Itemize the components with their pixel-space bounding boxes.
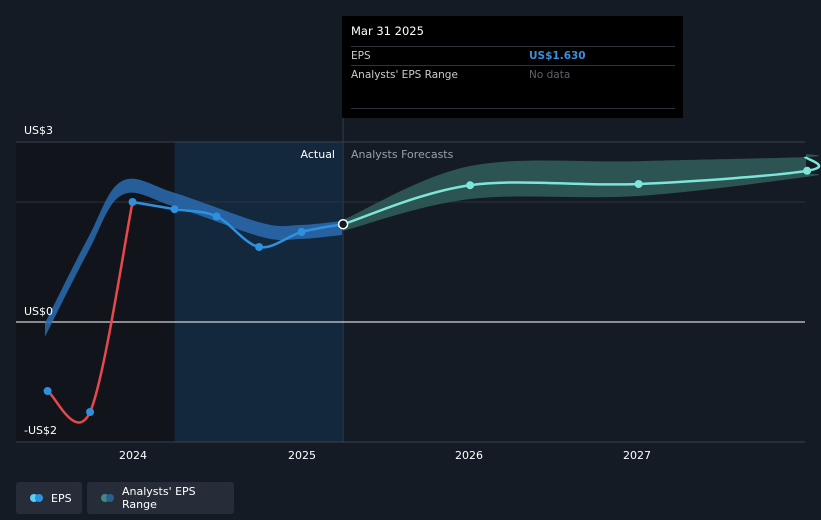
eps-forecast-point	[634, 180, 643, 188]
eps-point	[297, 228, 306, 236]
forecast-label: Analysts Forecasts	[351, 148, 454, 161]
highlight-region	[174, 142, 344, 442]
eps-forecast-point	[803, 166, 812, 175]
x-tick-label: 2026	[455, 449, 483, 462]
x-tick-label: 2024	[119, 449, 147, 462]
tooltip-row-range: Analysts' EPS Range No data	[351, 65, 675, 84]
y-tick-label: US$3	[24, 124, 54, 137]
tooltip: Mar 31 2025 EPS US$1.630 Analysts' EPS R…	[342, 16, 683, 118]
tooltip-label: Analysts' EPS Range	[351, 69, 458, 81]
tooltip-date: Mar 31 2025	[351, 24, 424, 38]
eps-current-point	[337, 218, 349, 230]
legend-label: EPS	[51, 491, 72, 505]
eps-legend-icon	[30, 494, 43, 502]
range-legend-icon	[101, 494, 114, 502]
eps-point	[212, 212, 221, 221]
eps-negative-line	[46, 201, 134, 424]
eps-point	[255, 243, 264, 251]
x-tick-label: 2025	[288, 449, 316, 462]
y-tick-label: -US$2	[24, 424, 57, 437]
legend-label: Analysts' EPS Range	[122, 485, 196, 511]
analyst-range-band	[343, 154, 820, 231]
eps-forecast-point	[466, 181, 475, 190]
legend-eps-button[interactable]: EPS	[16, 482, 82, 514]
eps-point	[86, 408, 95, 416]
eps-point	[128, 198, 137, 206]
x-tick-label: 2027	[623, 449, 651, 462]
tooltip-value: No data	[529, 69, 571, 81]
legend-range-button[interactable]: Analysts' EPS Range	[87, 482, 234, 514]
actual-label: Actual	[300, 148, 335, 161]
tooltip-row-eps: EPS US$1.630	[351, 46, 675, 65]
tooltip-label: EPS	[351, 50, 371, 62]
tooltip-divider	[351, 108, 675, 109]
tooltip-value: US$1.630	[529, 50, 586, 62]
eps-point	[170, 205, 179, 214]
y-tick-label: US$0	[24, 305, 54, 318]
eps-point	[43, 387, 52, 395]
